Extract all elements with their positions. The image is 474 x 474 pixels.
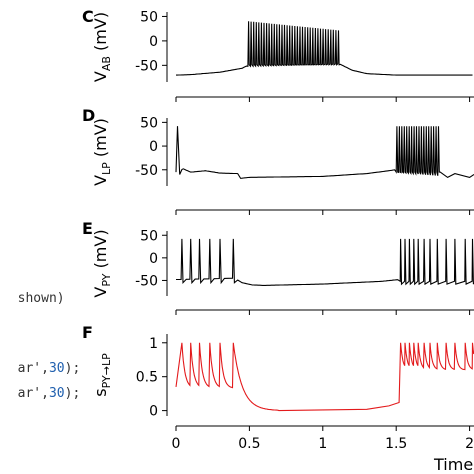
panel-d: D 50 0 -50 VLP (mV) bbox=[82, 106, 474, 215]
y-tick-label: 0 bbox=[149, 139, 158, 155]
y-tick-label: 1 bbox=[149, 336, 158, 352]
x-axis-label: Time bbox=[433, 455, 473, 474]
code-number: 30 bbox=[48, 361, 65, 376]
y-tick-label: 50 bbox=[140, 115, 158, 131]
y-tick-label: 50 bbox=[140, 9, 158, 25]
y-tick-label: 0 bbox=[149, 251, 158, 267]
x-tick-label: 0 bbox=[172, 436, 181, 452]
y-axis-label: VLP (mV) bbox=[91, 118, 113, 186]
panel-label: E bbox=[82, 219, 93, 238]
panel-c: C 50 0 -50 VAB (mV) bbox=[82, 7, 474, 102]
trace-line bbox=[175, 342, 474, 412]
y-tick-label: -50 bbox=[135, 163, 158, 179]
y-tick-label: 50 bbox=[140, 228, 158, 244]
y-tick-label: 0 bbox=[149, 34, 158, 50]
code-text-tail: ); bbox=[64, 386, 81, 401]
code-text: shown) bbox=[17, 291, 65, 306]
x-tick-label: 1.5 bbox=[385, 436, 407, 452]
code-number: 30 bbox=[48, 386, 65, 401]
code-line-shown: shown) bbox=[2, 276, 65, 306]
trace-line bbox=[175, 126, 474, 179]
y-tick-label: 0.5 bbox=[136, 370, 158, 386]
panel-f: F 1 0.5 0 sPY→LP bbox=[82, 323, 474, 431]
trace-line bbox=[175, 238, 474, 286]
y-axis-label: VAB (mV) bbox=[91, 12, 113, 82]
panel-label: C bbox=[82, 7, 94, 26]
y-axis-label: sPY→LP bbox=[91, 353, 113, 397]
y-tick-label: -50 bbox=[135, 58, 158, 74]
x-tick-label: 2 bbox=[465, 436, 474, 452]
code-line-call-1: ar',30); bbox=[2, 346, 81, 376]
x-tick-label: 1 bbox=[318, 436, 327, 452]
x-axis: 0 0.5 1 1.5 2 Time bbox=[172, 436, 474, 474]
panel-label: F bbox=[82, 323, 93, 342]
x-tick-label: 0.5 bbox=[238, 436, 260, 452]
trace-line bbox=[176, 21, 473, 76]
code-text: ar', bbox=[17, 361, 49, 376]
panel-label: D bbox=[82, 106, 95, 125]
code-line-call-2: ar',30); bbox=[2, 371, 81, 401]
y-axis-label: VPY (mV) bbox=[91, 229, 113, 297]
y-tick-label: -50 bbox=[135, 273, 158, 289]
code-text-tail: ); bbox=[64, 361, 81, 376]
y-tick-label: 0 bbox=[149, 404, 158, 420]
panel-e: E 50 0 -50 VPY (mV) bbox=[82, 219, 474, 315]
code-text: ar', bbox=[17, 386, 49, 401]
